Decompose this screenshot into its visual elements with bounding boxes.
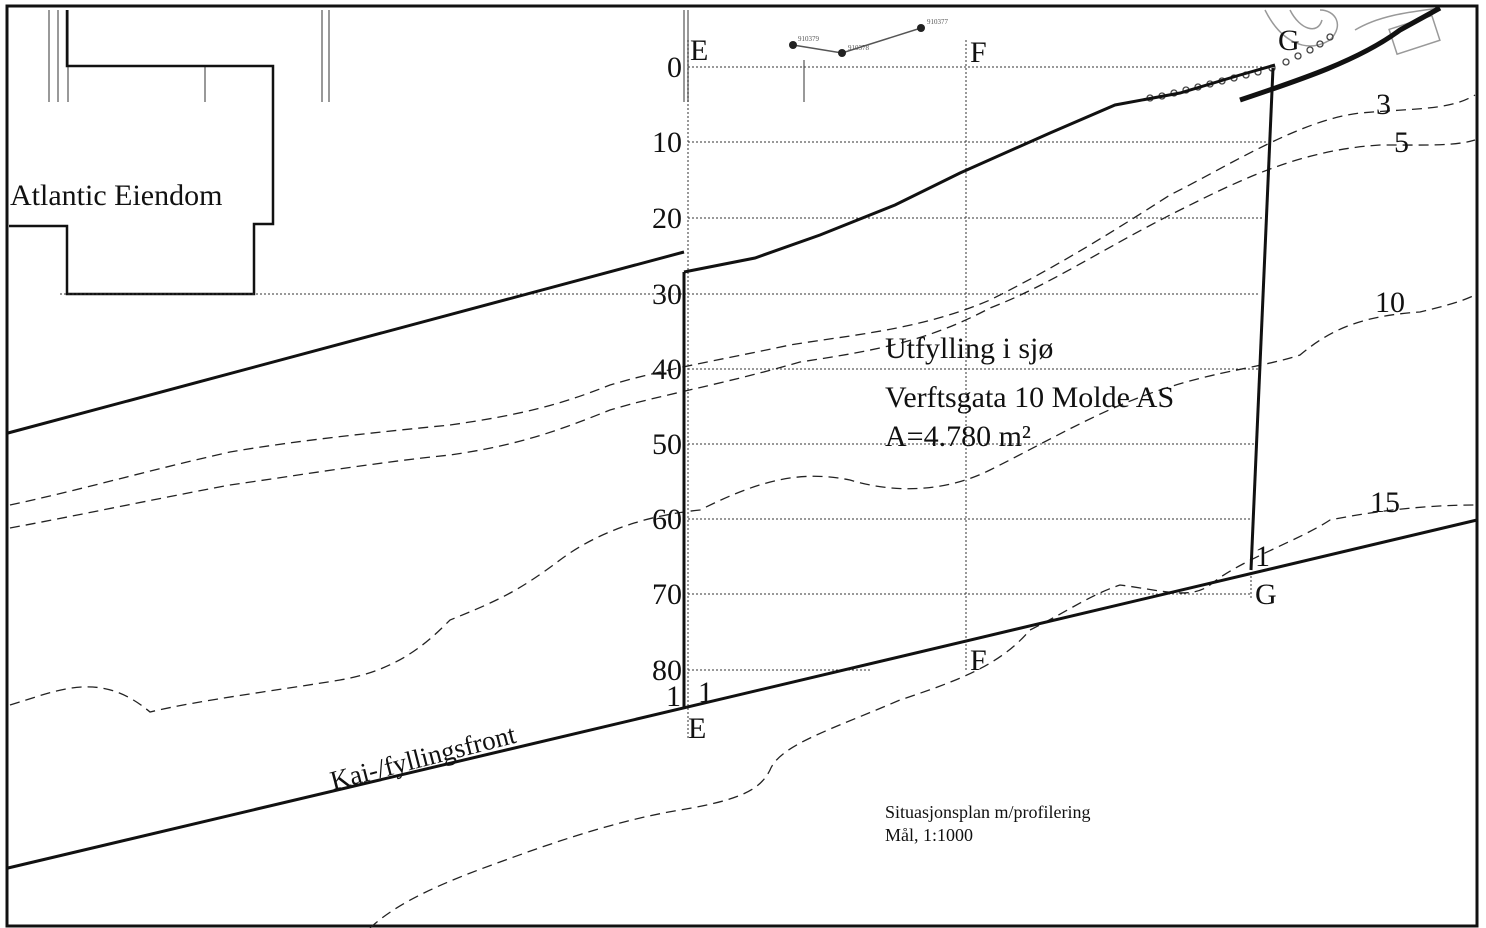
chainage-40: 40 (652, 353, 682, 386)
survey-points: 910379 910378 910377 (789, 18, 949, 57)
chainage-50: 50 (652, 428, 682, 461)
chainage-60: 60 (652, 503, 682, 536)
slope-g-right: 1 (1255, 540, 1270, 573)
project-owner: Verftsgata 10 Molde AS (885, 381, 1174, 414)
survey-point-label: 910378 (848, 44, 870, 52)
chainage-30: 30 (652, 278, 682, 311)
property-label: Atlantic Eiendom (10, 179, 222, 212)
survey-point-label: 910379 (798, 35, 820, 43)
project-area: A=4.780 m² (885, 420, 1031, 453)
chainage-10: 10 (652, 126, 682, 159)
project-title: Utfylling i sjø (885, 332, 1053, 365)
shore-edge (1239, 5, 1442, 103)
profile-e-top: E (690, 34, 708, 67)
front-label: Kai-/fyllingsfront (327, 719, 519, 796)
top-poles (48, 10, 805, 102)
contour-15: 15 (1370, 486, 1400, 519)
slope-labels: 1 1 1 (666, 540, 1270, 713)
project-info: Utfylling i sjø Verftsgata 10 Molde AS A… (885, 332, 1174, 453)
depth-contours (9, 94, 1476, 928)
survey-point-label: 910377 (927, 18, 949, 26)
chainage-0: 0 (667, 51, 682, 84)
contour-3: 3 (1376, 88, 1391, 121)
contour-10: 10 (1375, 286, 1405, 319)
chainage-80: 80 (652, 654, 682, 687)
profile-f-bottom: F (970, 644, 987, 677)
survey-point-marker (917, 24, 925, 32)
slope-e-right: 1 (698, 676, 713, 709)
profile-g-top: G (1278, 24, 1300, 57)
contour-5: 5 (1394, 126, 1409, 159)
caption-title: Situasjonsplan m/profilering (885, 802, 1090, 822)
chainage-20: 20 (652, 202, 682, 235)
contour-labels: 3 5 10 15 (1370, 88, 1409, 519)
profile-grid (60, 40, 1275, 740)
chainage-70: 70 (652, 578, 682, 611)
fill-boundary (7, 63, 1478, 870)
building-atlantic-outline (9, 10, 275, 296)
survey-point-marker (838, 49, 846, 57)
profile-e-bottom: E (688, 712, 706, 745)
map-caption: Situasjonsplan m/profilering Mål, 1:1000 (885, 802, 1090, 845)
profile-letters: E F G E F G (688, 24, 1300, 745)
profile-f-top: F (970, 36, 987, 69)
chainage-labels: 0 10 20 30 40 50 60 70 80 (652, 51, 682, 687)
profile-g-bottom: G (1255, 578, 1277, 611)
slope-e-left: 1 (666, 680, 681, 713)
map-frame (5, 4, 1479, 928)
survey-point-marker (789, 41, 797, 49)
caption-scale: Mål, 1:1000 (885, 825, 973, 845)
